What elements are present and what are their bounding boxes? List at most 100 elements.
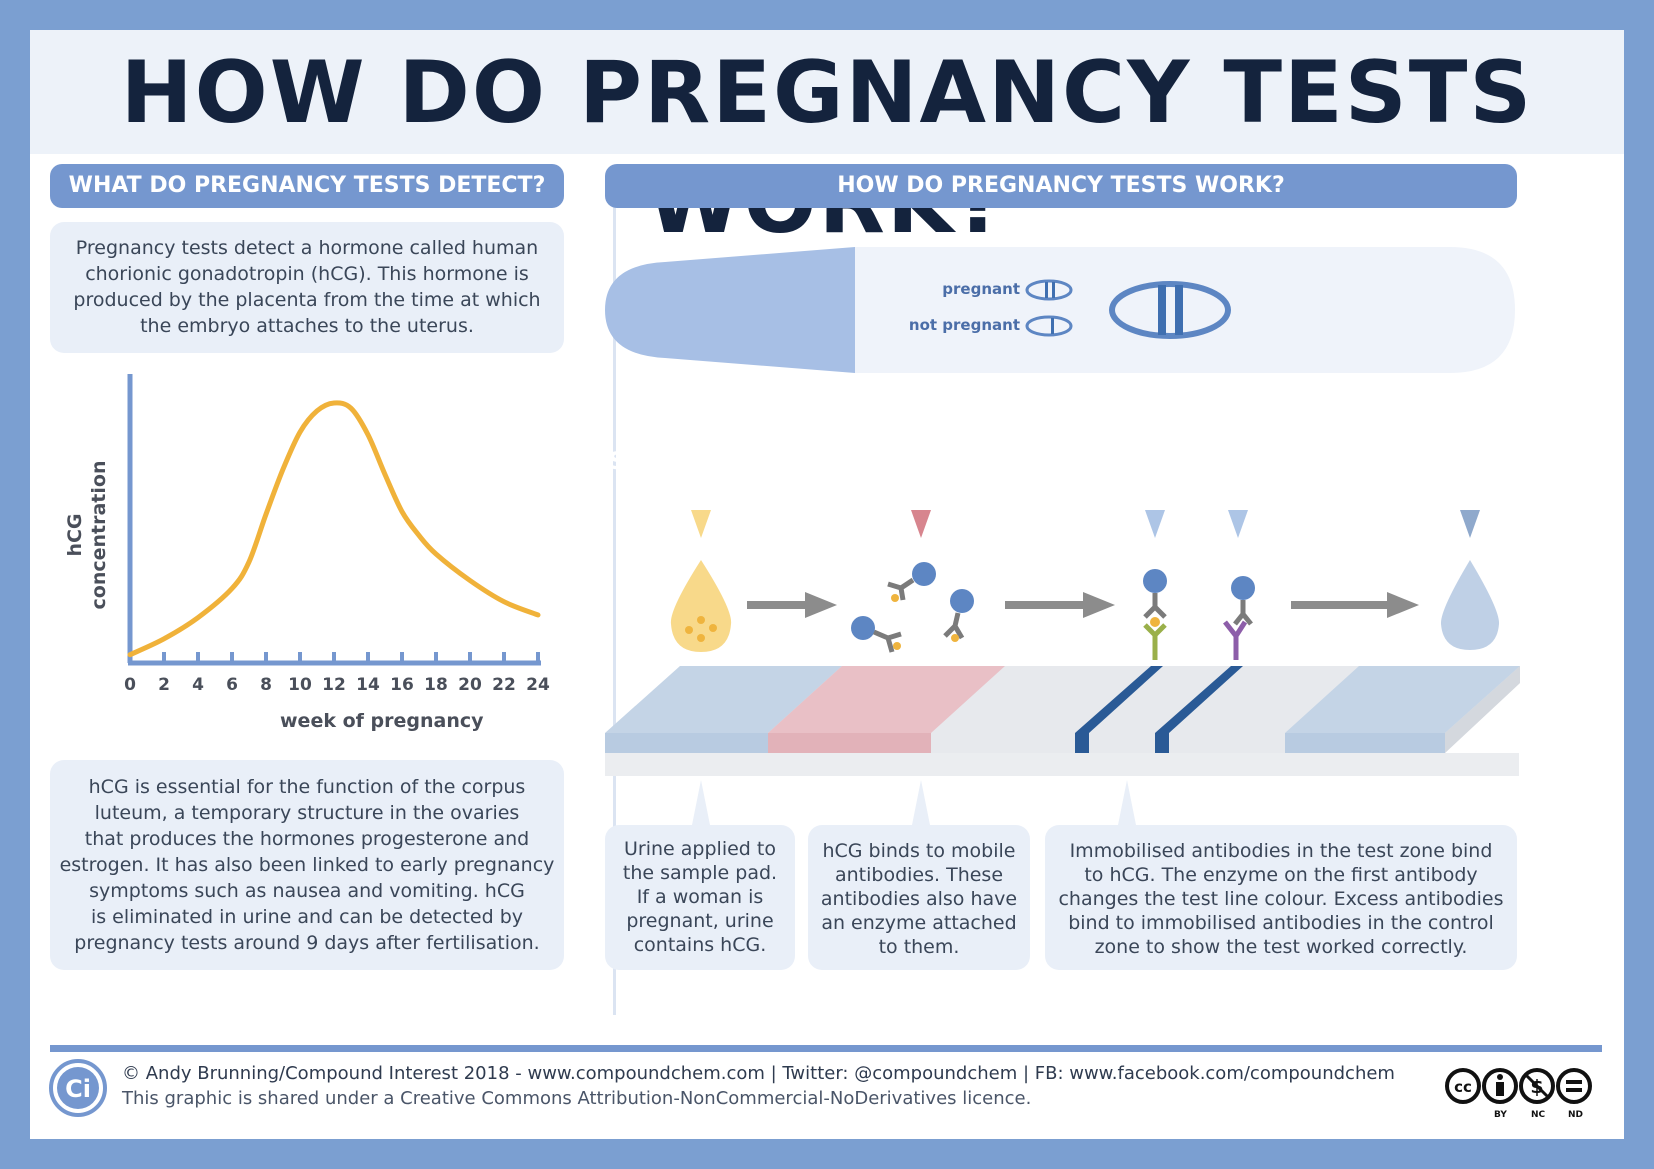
detail-line: luteum, a temporary structure in the ova… bbox=[94, 802, 520, 824]
pregnant-symbol-icon bbox=[1025, 279, 1073, 301]
chart-x-tick-label: 22 bbox=[492, 675, 516, 695]
title-band: HOW DO PREGNANCY TESTS WORK? bbox=[30, 30, 1624, 253]
arrow-right-icon bbox=[1005, 592, 1115, 618]
tag-pointer bbox=[1145, 510, 1165, 538]
chart-x-tick-label: 0 bbox=[124, 675, 136, 695]
footer-credit: © Andy Brunning/Compound Interest 2018 -… bbox=[122, 1063, 1395, 1084]
urine-drop-icon bbox=[670, 560, 732, 652]
arrow-right-icon bbox=[747, 592, 837, 618]
tag-wick: WICK bbox=[1429, 447, 1505, 475]
result-window-icon bbox=[1109, 281, 1231, 339]
explain-line: contains hCG. bbox=[633, 934, 767, 956]
explain-line: Urine applied to bbox=[624, 838, 776, 860]
right-section-header: HOW DO PREGNANCY TESTS WORK? bbox=[605, 164, 1517, 208]
tag-pointer bbox=[1460, 510, 1480, 538]
detail-line: pregnancy tests around 9 days after fert… bbox=[74, 932, 540, 954]
test-device bbox=[605, 247, 1515, 373]
tag-test-line: TEST LINE bbox=[1048, 447, 1193, 475]
explain-antibodies: hCG binds to mobile antibodies. These an… bbox=[808, 825, 1030, 970]
intro-box: Pregnancy tests detect a hormone called … bbox=[50, 222, 564, 353]
license-nc-label: NC bbox=[1531, 1110, 1546, 1120]
chart-y-label-line: hCG bbox=[64, 513, 86, 557]
chart-y-label-line: concentration bbox=[88, 460, 110, 610]
hcg-chart: 0 2 4 6 8 10 12 14 16 18 20 22 24 bbox=[124, 374, 550, 695]
test-strip-diagram bbox=[605, 510, 1520, 830]
explain-line: antibodies also have bbox=[820, 888, 1018, 910]
explain-line: Immobilised antibodies in the test zone … bbox=[1069, 840, 1493, 862]
chart-x-tick-label: 16 bbox=[390, 675, 414, 695]
left-section-header: WHAT DO PREGNANCY TESTS DETECT? bbox=[50, 164, 564, 208]
logo-text: Ci bbox=[65, 1075, 91, 1103]
arrow-right-icon bbox=[1291, 592, 1419, 618]
detail-line: that produces the hormones progesterone … bbox=[84, 828, 530, 850]
chart-x-tick-label: 12 bbox=[322, 675, 346, 695]
cc-icon: cc bbox=[1445, 1068, 1481, 1104]
footer-license-text: This graphic is shared under a Creative … bbox=[122, 1088, 1032, 1109]
noderivatives-icon bbox=[1556, 1068, 1592, 1104]
device-cap bbox=[605, 247, 855, 373]
chart-x-tick-label: 24 bbox=[526, 675, 550, 695]
tag-pointer bbox=[691, 510, 711, 538]
wick-drop-icon bbox=[1440, 560, 1500, 650]
explain-line: If a woman is bbox=[636, 886, 764, 908]
chart-x-tick-label: 20 bbox=[458, 675, 482, 695]
explain-line: antibodies. These bbox=[834, 864, 1004, 886]
intro-line: produced by the placenta from the time a… bbox=[73, 289, 541, 311]
detail-line: hCG is essential for the function of the… bbox=[88, 776, 526, 798]
footer-divider bbox=[50, 1045, 1602, 1052]
chart-x-tick-label: 18 bbox=[424, 675, 448, 695]
chart-x-tick-label: 2 bbox=[158, 675, 170, 695]
license-nd-label: ND bbox=[1568, 1110, 1584, 1120]
explain-line: pregnant, urine bbox=[626, 910, 774, 932]
control-line-band bbox=[1155, 666, 1243, 753]
callout-pointer bbox=[1117, 780, 1137, 830]
control-line-antibody-icon bbox=[1223, 576, 1255, 660]
chart-x-tick-label: 6 bbox=[226, 675, 238, 695]
tag-pointer bbox=[1228, 510, 1248, 538]
intro-line: the embryo attaches to the uterus. bbox=[140, 315, 474, 337]
mobile-antibody-icon bbox=[887, 562, 936, 602]
tag-control-line: CONTROL LINE bbox=[1237, 447, 1373, 521]
svg-text:cc: cc bbox=[1454, 1078, 1472, 1096]
explain-line: the sample pad. bbox=[622, 862, 778, 884]
license-by-label: BY bbox=[1494, 1110, 1507, 1120]
detail-line: symptoms such as nausea and vomiting. hC… bbox=[89, 880, 525, 902]
explain-line: bind to immobilised antibodies in the co… bbox=[1068, 912, 1494, 934]
chart-x-label: week of pregnancy bbox=[280, 710, 484, 732]
cc-license-badge: cc $ BY NC ND bbox=[1445, 1062, 1605, 1120]
explain-line: to hCG. The enzyme on the first antibody bbox=[1084, 864, 1478, 886]
attribution-icon bbox=[1482, 1068, 1518, 1104]
detail-line: estrogen. It has also been linked to ear… bbox=[59, 854, 555, 876]
chart-x-tick-label: 8 bbox=[260, 675, 272, 695]
tag-sample-pad: SAMPLE PAD bbox=[608, 447, 790, 475]
mobile-antibody-icon bbox=[943, 589, 974, 642]
callout-pointer bbox=[911, 780, 931, 830]
infographic-card: HOW DO PREGNANCY TESTS WORK? WHAT DO PRE… bbox=[30, 30, 1624, 1139]
detail-box: hCG is essential for the function of the… bbox=[50, 760, 564, 970]
column-divider bbox=[613, 173, 616, 1015]
not-pregnant-symbol-icon bbox=[1025, 315, 1073, 337]
explain-line: an enzyme attached bbox=[821, 912, 1017, 934]
tag-antibodies: ANTIBODIES bbox=[831, 447, 1007, 475]
detail-line: is eliminated in urine and can be detect… bbox=[90, 906, 524, 928]
noncommercial-icon: $ bbox=[1519, 1068, 1555, 1104]
test-strip bbox=[605, 666, 1520, 776]
intro-line: Pregnancy tests detect a hormone called … bbox=[75, 237, 539, 259]
test-line-antibody-icon bbox=[1143, 569, 1167, 660]
chart-x-tick-label: 14 bbox=[356, 675, 380, 695]
explain-sample-pad: Urine applied to the sample pad. If a wo… bbox=[605, 825, 795, 970]
explain-line: zone to show the test worked correctly. bbox=[1094, 936, 1468, 958]
explain-test-control: Immobilised antibodies in the test zone … bbox=[1045, 825, 1517, 970]
mobile-antibody-icon bbox=[851, 616, 902, 653]
test-line-band bbox=[1075, 666, 1163, 753]
callout-pointer bbox=[691, 780, 711, 830]
not-pregnant-label: not pregnant bbox=[908, 316, 1020, 334]
device-body bbox=[855, 247, 1515, 373]
explain-line: hCG binds to mobile bbox=[822, 840, 1016, 862]
chart-y-label: hCG concentration bbox=[35, 450, 195, 620]
explain-line: changes the test line colour. Excess ant… bbox=[1058, 888, 1504, 910]
chart-x-tick-label: 10 bbox=[288, 675, 312, 695]
pregnant-label: pregnant bbox=[942, 280, 1020, 298]
chart-x-tick-label: 4 bbox=[192, 675, 204, 695]
explain-line: to them. bbox=[878, 936, 960, 958]
